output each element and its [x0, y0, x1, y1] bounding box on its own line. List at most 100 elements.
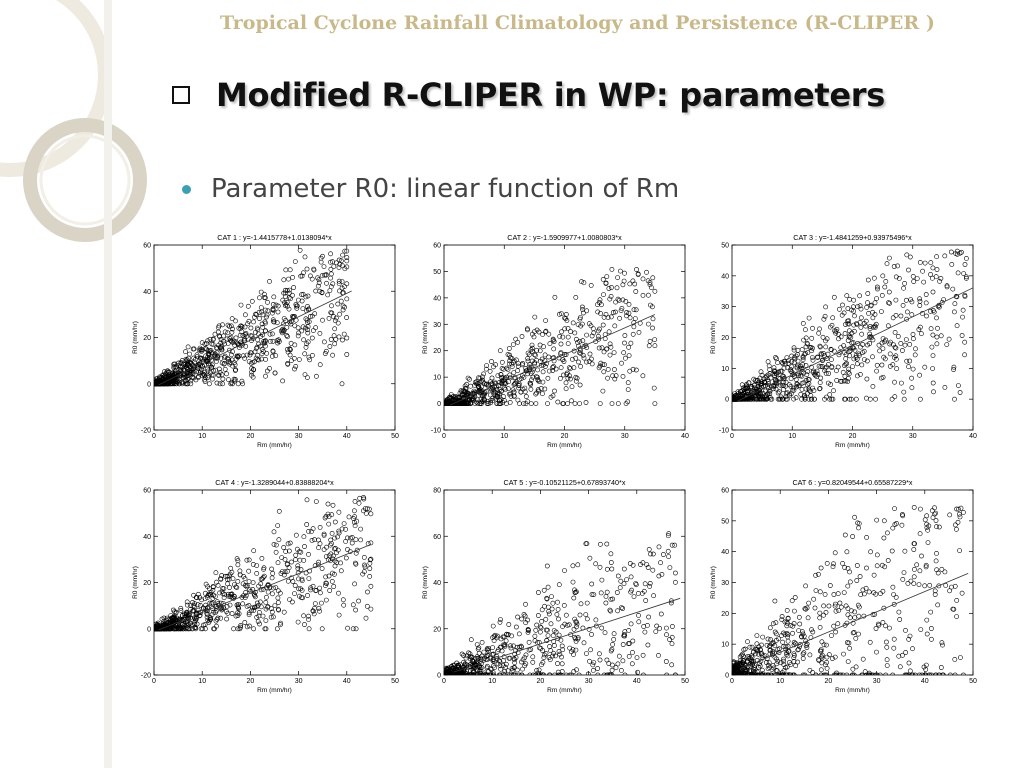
data-point: [855, 602, 861, 608]
data-point: [336, 530, 342, 536]
data-point: [744, 388, 750, 394]
data-point: [567, 366, 573, 372]
data-point: [537, 629, 543, 635]
data-point: [232, 342, 238, 348]
data-point: [647, 302, 653, 308]
data-point: [954, 248, 960, 254]
data-point: [757, 663, 763, 669]
data-point: [804, 645, 810, 650]
data-point: [672, 542, 678, 548]
data-point: [304, 317, 310, 323]
data-point: [927, 582, 933, 588]
data-point: [224, 616, 229, 622]
data-point: [299, 576, 305, 582]
data-point: [542, 652, 547, 658]
data-point: [564, 372, 570, 377]
data-point: [943, 583, 949, 588]
data-point: [538, 645, 544, 651]
data-point: [924, 521, 930, 527]
data-point: [219, 347, 225, 353]
data-point: [218, 337, 224, 342]
data-point: [740, 651, 745, 657]
data-point: [806, 386, 812, 392]
data-point: [344, 315, 349, 320]
data-point: [595, 309, 601, 315]
data-point: [743, 662, 748, 668]
data-point: [753, 396, 759, 402]
data-point: [574, 667, 579, 673]
data-point: [930, 515, 936, 520]
data-point: [365, 589, 370, 595]
data-point: [925, 540, 931, 545]
data-point: [530, 659, 536, 665]
data-point: [207, 586, 212, 592]
data-point: [613, 373, 619, 379]
data-point: [194, 354, 200, 360]
data-point: [619, 306, 625, 311]
data-point: [178, 361, 184, 366]
data-point: [514, 624, 519, 630]
data-point: [487, 392, 493, 398]
data-point: [599, 625, 605, 631]
data-point: [508, 643, 513, 649]
data-point: [304, 522, 310, 527]
data-point: [329, 512, 335, 518]
data-point: [809, 335, 815, 341]
data-point: [633, 581, 639, 586]
data-point: [541, 344, 546, 350]
data-point: [561, 602, 567, 608]
data-point: [889, 548, 895, 554]
data-point: [781, 656, 786, 662]
data-point: [626, 310, 632, 316]
data-point: [257, 621, 262, 627]
data-point: [247, 587, 252, 593]
data-point: [363, 615, 369, 621]
data-point: [255, 352, 260, 358]
data-point: [902, 548, 908, 554]
data-point: [261, 573, 267, 579]
data-point: [540, 369, 546, 375]
data-point: [292, 259, 298, 264]
data-point: [495, 648, 500, 654]
scatter-chart: CAT 2 : y=-1.5909977+1.0080803*x0 10 20 30 4…: [422, 233, 689, 449]
data-point: [645, 292, 651, 298]
data-point: [736, 661, 742, 666]
data-point: [892, 379, 897, 385]
x-tick-label: 0: [152, 433, 156, 440]
data-point: [854, 578, 860, 583]
data-point: [779, 617, 785, 622]
data-point: [489, 375, 495, 381]
data-point: [261, 291, 267, 297]
data-point: [264, 350, 269, 356]
data-point: [610, 596, 615, 602]
data-point: [759, 642, 764, 648]
data-point: [305, 593, 310, 598]
data-point: [301, 613, 306, 619]
data-point: [732, 391, 738, 396]
data-point: [832, 654, 838, 660]
data-point: [532, 638, 538, 644]
data-point: [867, 324, 873, 329]
data-point: [847, 296, 852, 302]
data-point: [667, 637, 672, 642]
data-point: [841, 310, 847, 316]
data-point: [835, 364, 841, 370]
data-point: [816, 571, 821, 577]
data-point: [229, 316, 235, 322]
data-point: [861, 591, 867, 597]
data-point: [205, 358, 211, 364]
data-point: [465, 401, 470, 406]
data-point: [799, 347, 805, 353]
data-point: [336, 281, 342, 287]
data-point: [855, 304, 861, 309]
data-point: [244, 352, 250, 358]
data-point: [533, 391, 539, 397]
data-point: [767, 394, 773, 400]
data-point: [810, 345, 815, 351]
data-point: [826, 603, 832, 609]
data-point: [817, 326, 822, 332]
data-point: [796, 614, 802, 620]
data-point: [954, 323, 960, 329]
data-point: [547, 644, 553, 649]
data-point: [883, 623, 888, 629]
